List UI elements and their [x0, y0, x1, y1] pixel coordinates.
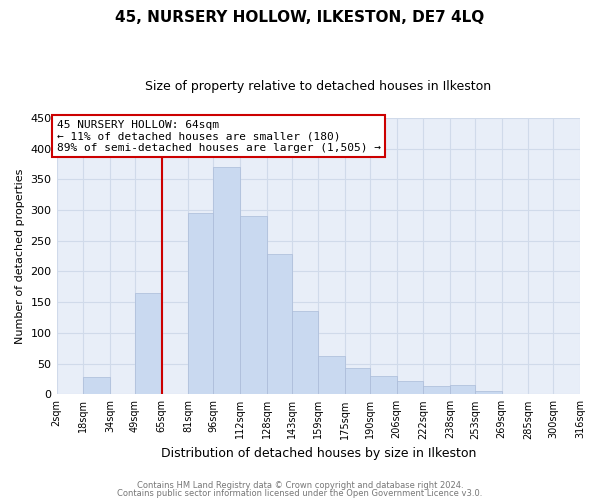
Bar — [135, 293, 161, 394]
Bar — [450, 385, 475, 394]
X-axis label: Distribution of detached houses by size in Ilkeston: Distribution of detached houses by size … — [161, 447, 476, 460]
Bar — [345, 368, 370, 394]
Bar — [423, 386, 450, 394]
Title: Size of property relative to detached houses in Ilkeston: Size of property relative to detached ho… — [145, 80, 491, 93]
Y-axis label: Number of detached properties: Number of detached properties — [15, 168, 25, 344]
Text: Contains public sector information licensed under the Open Government Licence v3: Contains public sector information licen… — [118, 488, 482, 498]
Bar — [213, 167, 240, 394]
Bar — [188, 213, 213, 394]
Bar — [83, 377, 110, 394]
Bar — [475, 391, 502, 394]
Text: 45 NURSERY HOLLOW: 64sqm
← 11% of detached houses are smaller (180)
89% of semi-: 45 NURSERY HOLLOW: 64sqm ← 11% of detach… — [56, 120, 380, 153]
Bar — [397, 381, 423, 394]
Bar — [370, 376, 397, 394]
Bar — [292, 312, 318, 394]
Bar — [266, 254, 292, 394]
Text: 45, NURSERY HOLLOW, ILKESTON, DE7 4LQ: 45, NURSERY HOLLOW, ILKESTON, DE7 4LQ — [115, 10, 485, 25]
Bar — [240, 216, 266, 394]
Bar — [318, 356, 345, 395]
Text: Contains HM Land Registry data © Crown copyright and database right 2024.: Contains HM Land Registry data © Crown c… — [137, 481, 463, 490]
